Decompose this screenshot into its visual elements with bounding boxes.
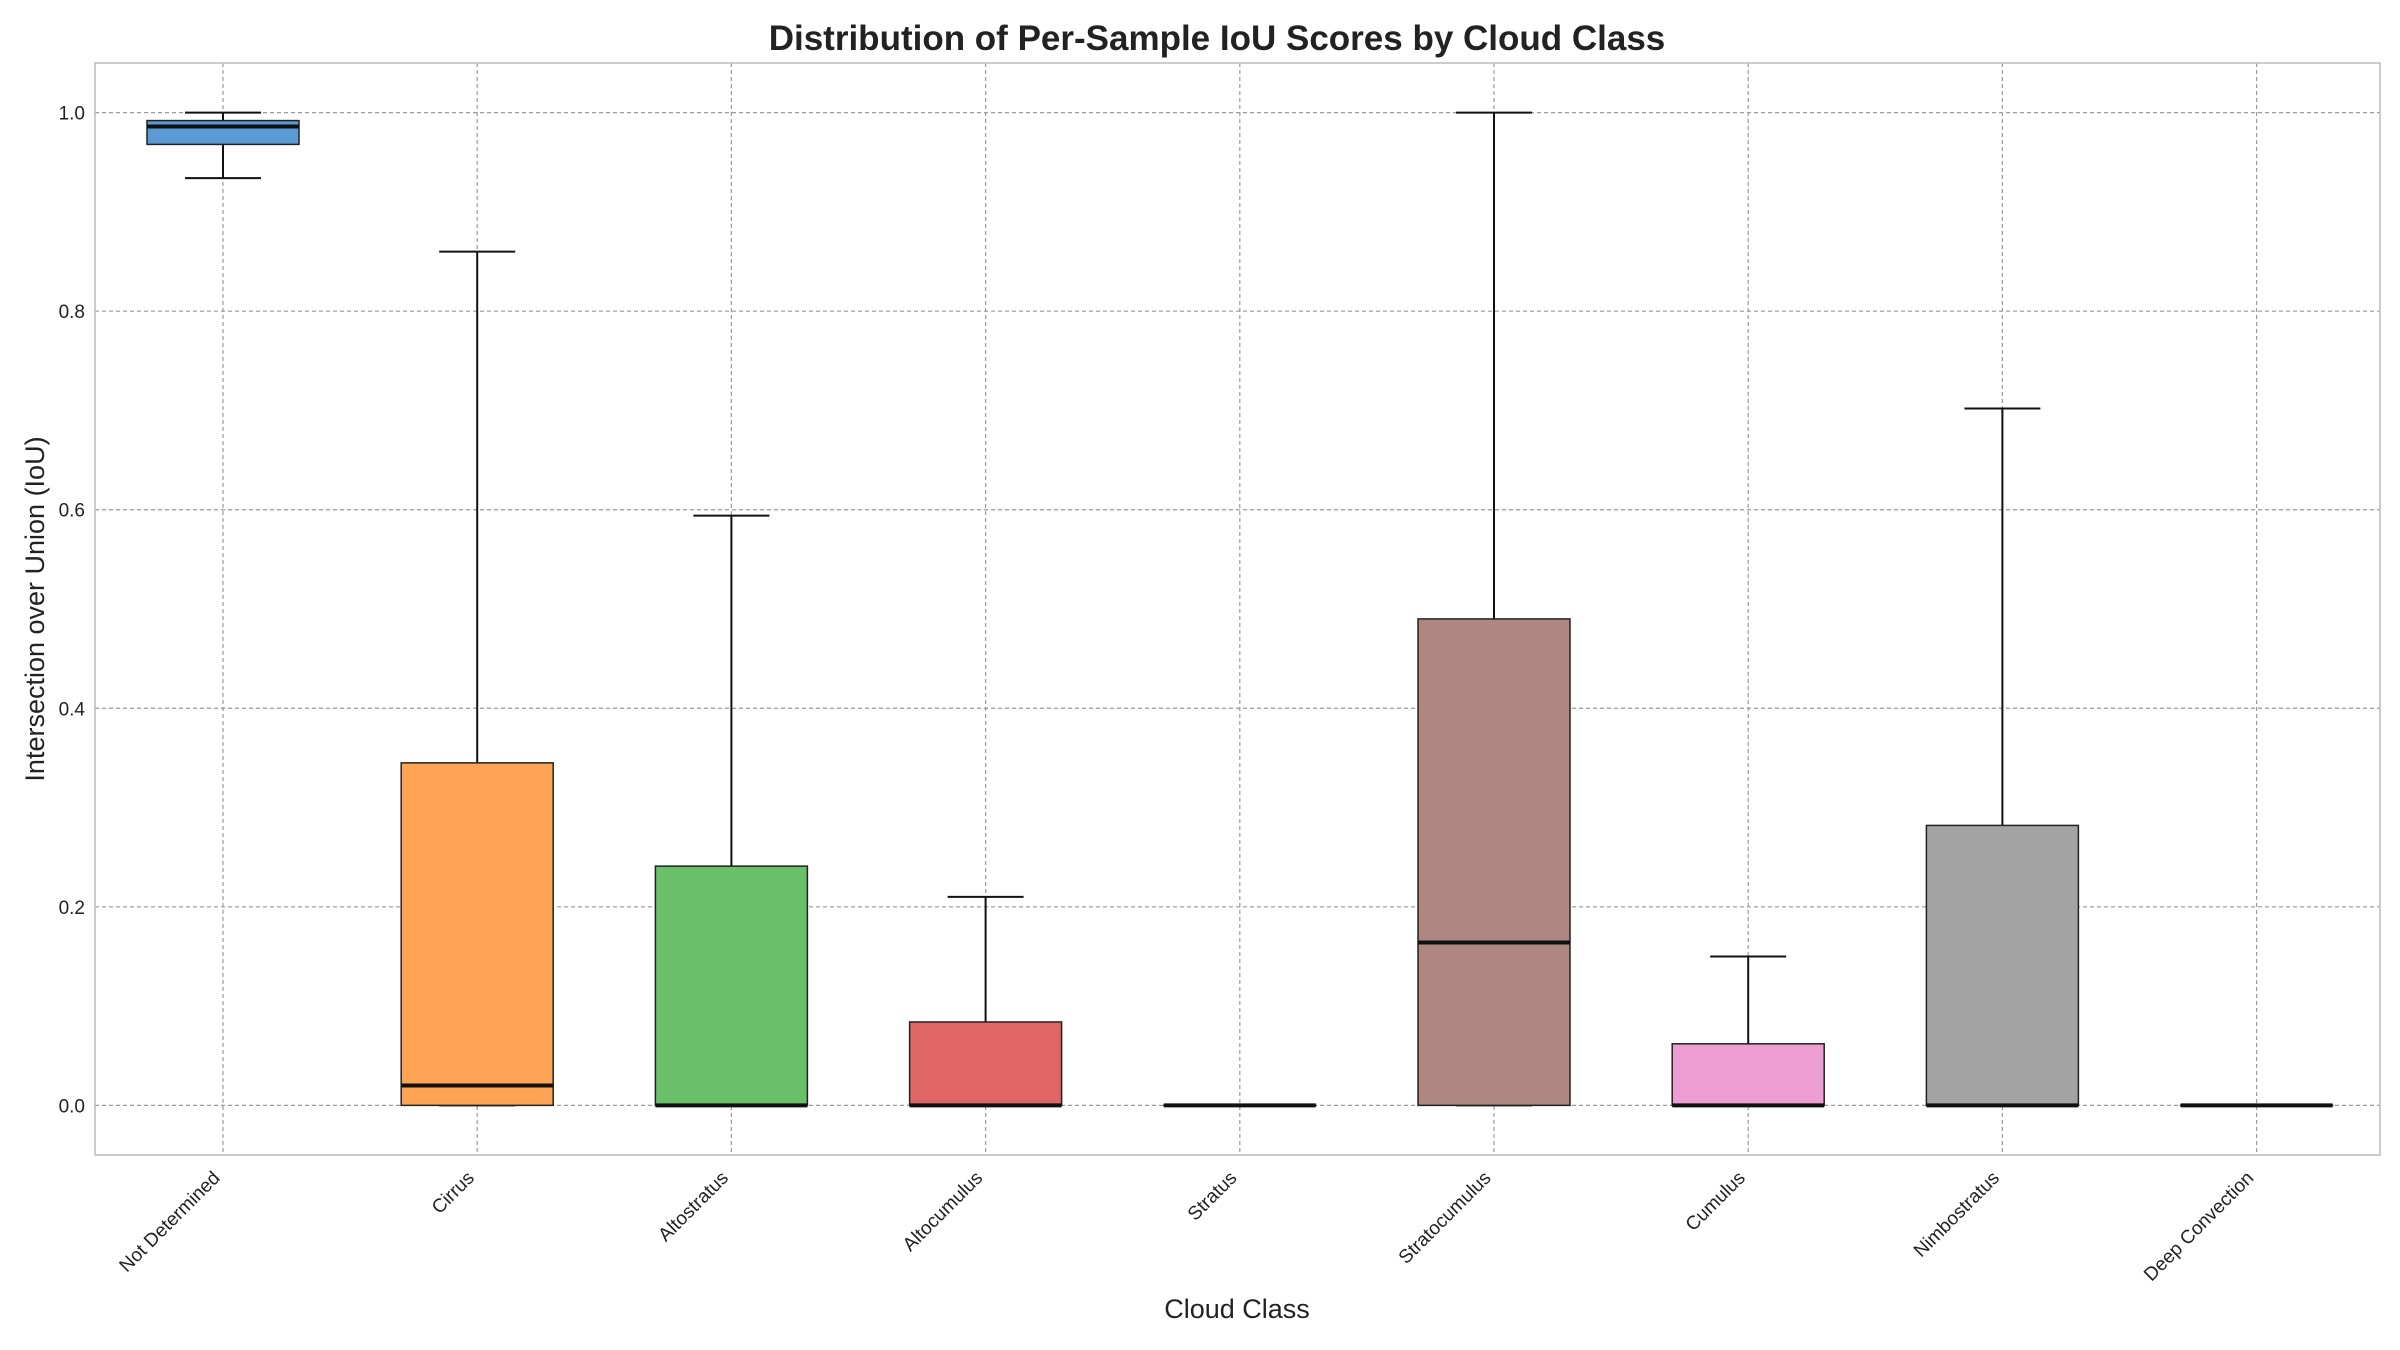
iqr-box	[1925, 824, 2080, 1107]
y-tick-label: 0.8	[59, 302, 85, 323]
box-stratocumulus	[1417, 111, 1571, 1107]
box-series	[146, 111, 2334, 1108]
plot-frame	[94, 62, 2381, 1156]
box-not-determined	[146, 111, 300, 180]
chart-title: Distribution of Per-Sample IoU Scores by…	[769, 19, 1666, 58]
box-cumulus	[1671, 955, 1825, 1108]
iqr-box	[146, 119, 300, 146]
iqr-box	[1417, 618, 1571, 1107]
y-tick-label: 1.0	[59, 104, 85, 125]
y-tick-label: 0.0	[59, 1096, 85, 1117]
box-nimbostratus	[1925, 407, 2080, 1108]
y-tick-labels: 0.0 0.2 0.4 0.6 0.8 1.0	[59, 104, 86, 1118]
y-tick-label: 0.4	[59, 699, 86, 720]
iqr-box	[654, 865, 809, 1107]
y-tick-label: 0.2	[59, 898, 85, 919]
box-altostratus	[654, 514, 809, 1108]
box-cirrus	[400, 250, 554, 1107]
y-tick-label: 0.6	[59, 501, 85, 522]
iqr-box	[1671, 1043, 1825, 1107]
iqr-box	[908, 1021, 1063, 1107]
y-axis-label: Intersection over Union (IoU)	[20, 436, 50, 781]
box-altocumulus	[908, 895, 1063, 1108]
x-axis-label: Cloud Class	[1164, 1294, 1310, 1324]
iqr-box	[400, 762, 554, 1107]
